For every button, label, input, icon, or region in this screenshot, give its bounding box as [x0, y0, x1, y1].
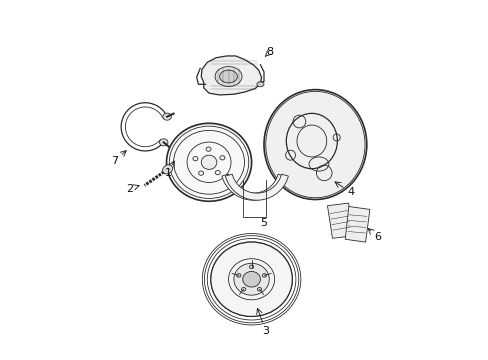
- Ellipse shape: [163, 113, 171, 120]
- Ellipse shape: [262, 274, 266, 277]
- Ellipse shape: [215, 67, 242, 86]
- Ellipse shape: [163, 165, 172, 174]
- Ellipse shape: [159, 139, 168, 146]
- Text: 6: 6: [373, 232, 380, 242]
- Ellipse shape: [256, 82, 264, 87]
- Text: 8: 8: [266, 47, 273, 57]
- Text: 2: 2: [125, 184, 133, 194]
- Polygon shape: [327, 203, 352, 238]
- Ellipse shape: [210, 242, 292, 316]
- Polygon shape: [345, 207, 369, 242]
- Text: 3: 3: [262, 326, 269, 336]
- Ellipse shape: [233, 263, 269, 295]
- Polygon shape: [225, 174, 288, 200]
- Text: 4: 4: [346, 188, 354, 197]
- Text: 7: 7: [111, 156, 119, 166]
- Ellipse shape: [236, 274, 241, 277]
- Text: 5: 5: [260, 217, 267, 228]
- Ellipse shape: [241, 288, 245, 291]
- Polygon shape: [222, 174, 285, 200]
- Ellipse shape: [264, 90, 366, 199]
- Ellipse shape: [166, 123, 251, 201]
- Ellipse shape: [257, 288, 261, 291]
- Ellipse shape: [219, 70, 237, 83]
- Ellipse shape: [242, 271, 260, 287]
- Ellipse shape: [249, 265, 253, 269]
- Polygon shape: [201, 56, 261, 95]
- Ellipse shape: [201, 155, 216, 169]
- Text: 1: 1: [164, 168, 171, 178]
